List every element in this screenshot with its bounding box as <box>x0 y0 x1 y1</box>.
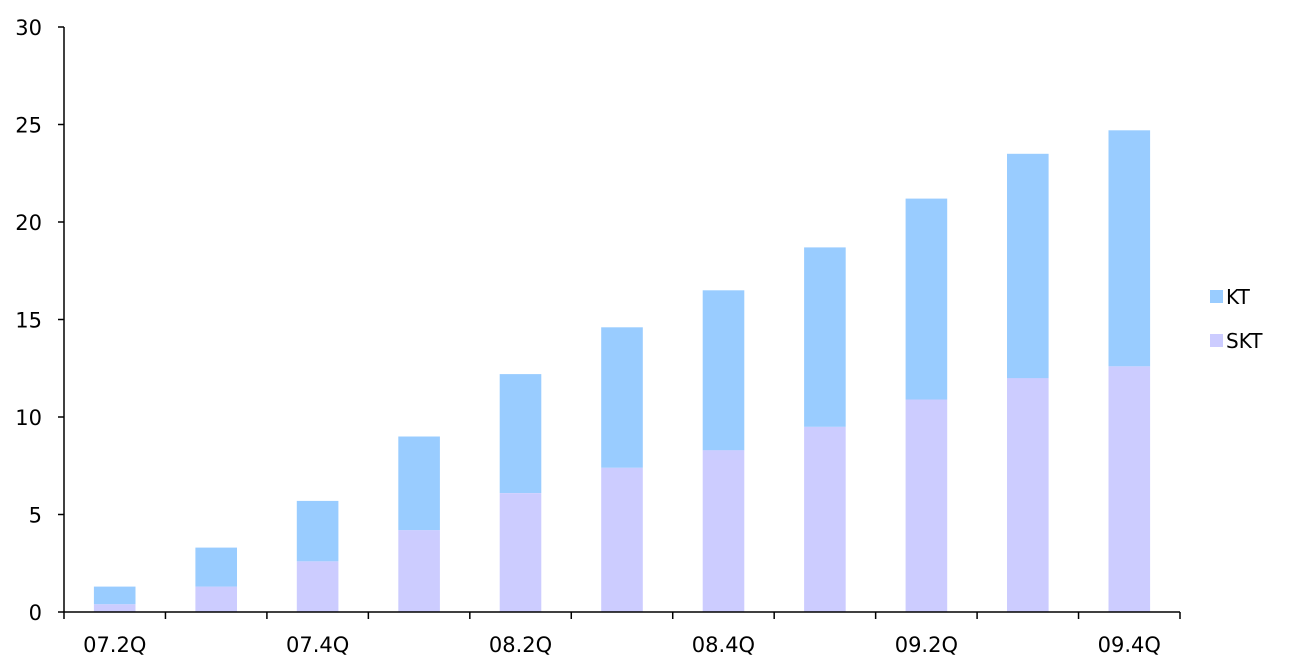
bar-skt-07-3Q <box>195 586 237 612</box>
bar-kt-09-4Q <box>1108 130 1151 367</box>
x-tick-label: 07.2Q <box>83 633 146 657</box>
bar-kt-07-2Q <box>93 586 136 605</box>
bar-skt-08-2Q <box>499 493 542 612</box>
bar-kt-08-2Q <box>499 374 542 493</box>
y-tick-label: 15 <box>15 309 42 333</box>
y-tick-label: 20 <box>15 211 42 235</box>
y-axis: 0 5 10 15 20 25 30 <box>15 16 65 625</box>
y-tick-label: 30 <box>15 16 42 40</box>
bar-kt-07-3Q <box>195 547 237 587</box>
x-tick-label: 08.4Q <box>692 633 755 657</box>
legend-swatch-skt <box>1210 334 1223 347</box>
bar-skt-09-4Q <box>1108 366 1151 612</box>
bar-skt-08-3Q <box>601 467 643 612</box>
bar-kt-08-1Q <box>398 436 440 531</box>
x-tick-label: 08.2Q <box>489 633 552 657</box>
y-tick-label: 5 <box>29 504 42 528</box>
bar-skt-08-1Q <box>398 530 440 612</box>
bar-kt-07-4Q <box>296 500 339 562</box>
y-tick-label: 0 <box>29 601 42 625</box>
x-tick-label: 07.4Q <box>286 633 349 657</box>
legend-swatch-kt <box>1210 290 1223 303</box>
y-tick-label: 10 <box>15 406 42 430</box>
x-tick-label: 09.2Q <box>895 633 958 657</box>
bar-skt-09-1Q <box>804 426 846 613</box>
bars-group <box>93 130 1151 613</box>
x-axis: 07.2Q 07.4Q 08.2Q 08.4Q 09.2Q 09.4Q <box>63 611 1181 657</box>
bar-skt-07-4Q <box>296 561 339 612</box>
bar-kt-09-2Q <box>905 198 948 400</box>
legend-label-kt: KT <box>1226 285 1251 309</box>
x-tick-label: 09.4Q <box>1098 633 1161 657</box>
legend: KT SKT <box>1210 285 1263 353</box>
y-tick-label: 25 <box>15 114 42 138</box>
bar-skt-09-2Q <box>905 399 948 612</box>
bar-skt-08-4Q <box>702 450 745 612</box>
bar-kt-08-4Q <box>702 290 745 451</box>
bar-kt-09-3Q <box>1007 153 1049 379</box>
legend-label-skt: SKT <box>1226 329 1263 353</box>
bar-kt-09-1Q <box>804 247 846 427</box>
bar-skt-07-2Q <box>93 604 136 612</box>
bar-skt-09-3Q <box>1007 378 1049 612</box>
bar-kt-08-3Q <box>601 327 643 468</box>
